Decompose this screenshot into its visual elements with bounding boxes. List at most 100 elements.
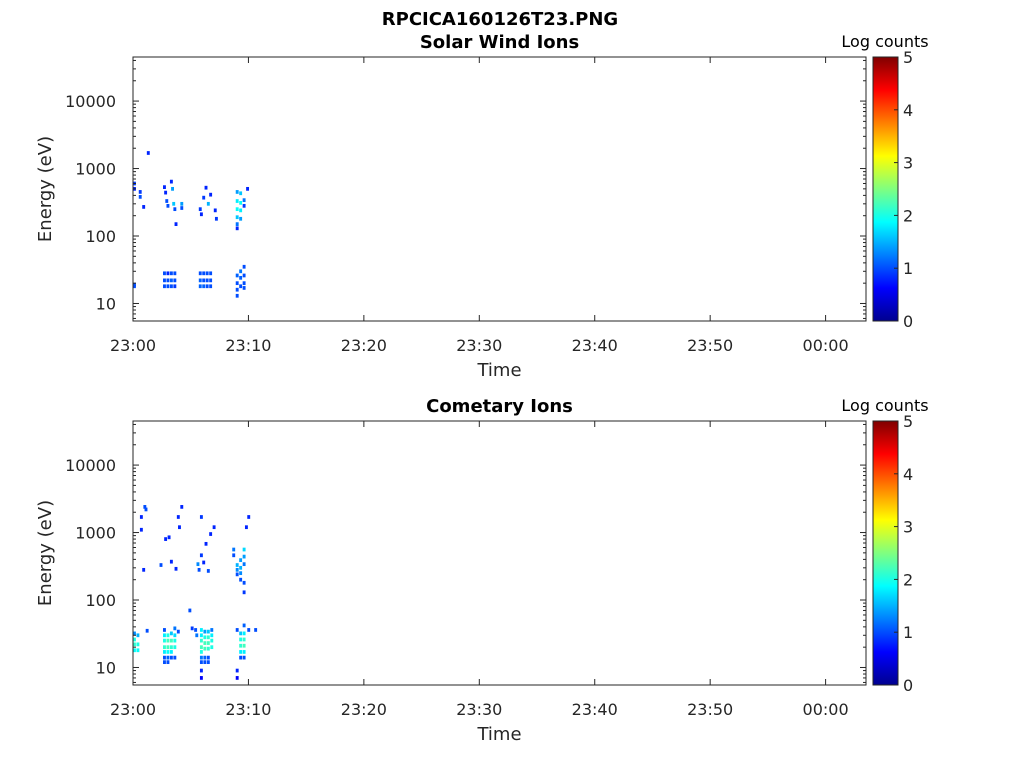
heatmap-cell bbox=[142, 205, 146, 209]
heatmap-cell bbox=[173, 271, 177, 276]
heatmap-cell bbox=[242, 281, 246, 286]
heatmap-cell bbox=[203, 646, 207, 651]
y-tick-label: 10000 bbox=[65, 92, 116, 111]
x-tick-label: 23:00 bbox=[110, 700, 156, 719]
heatmap-cell bbox=[206, 569, 210, 573]
heatmap-cell bbox=[242, 643, 246, 648]
heatmap-cell bbox=[239, 643, 243, 648]
heatmap-cell bbox=[214, 216, 218, 221]
heatmap-cell bbox=[166, 655, 170, 660]
heatmap-cell bbox=[199, 638, 203, 643]
heatmap-cell bbox=[206, 635, 210, 640]
heatmap-cell bbox=[180, 206, 184, 210]
y-axis-label: Energy (eV) bbox=[35, 500, 56, 606]
x-tick-label: 23:00 bbox=[110, 336, 156, 355]
heatmap-cell bbox=[235, 563, 239, 567]
heatmap-cell bbox=[242, 273, 246, 278]
heatmap-cell bbox=[242, 198, 246, 203]
panel-title: Solar Wind Ions bbox=[420, 32, 579, 53]
heatmap-cell bbox=[169, 559, 173, 564]
heatmap-cell bbox=[164, 190, 168, 195]
heatmap-cell bbox=[142, 567, 146, 572]
heatmap-cell bbox=[235, 215, 239, 220]
heatmap-cell bbox=[247, 628, 251, 632]
heatmap-cell bbox=[172, 201, 176, 206]
colorbar bbox=[872, 420, 899, 686]
heatmap-cell bbox=[202, 284, 206, 289]
heatmap-cell bbox=[198, 284, 202, 289]
heatmap-cell bbox=[167, 535, 171, 540]
heatmap-cell bbox=[143, 505, 147, 509]
heatmap-cell bbox=[202, 271, 206, 276]
heatmap-cell bbox=[163, 271, 166, 276]
heatmap-cell bbox=[163, 278, 166, 283]
heatmap-cell bbox=[235, 226, 239, 231]
colorbar-tick-label: 4 bbox=[903, 465, 913, 484]
heatmap-cell bbox=[205, 271, 209, 276]
heatmap-cell bbox=[164, 537, 168, 541]
colorbar-tick-label: 3 bbox=[903, 518, 913, 537]
heatmap-cell bbox=[210, 645, 214, 650]
heatmap-cell bbox=[205, 284, 209, 289]
heatmap-cell bbox=[235, 199, 239, 203]
heatmap-cell bbox=[212, 525, 216, 530]
heatmap-cell bbox=[173, 626, 177, 631]
heatmap-cell bbox=[199, 655, 203, 660]
heatmap-cell bbox=[166, 203, 170, 208]
colorbar-tick-label: 1 bbox=[903, 259, 913, 278]
heatmap-cell bbox=[206, 660, 210, 665]
heatmap-cell bbox=[242, 631, 246, 636]
y-tick-label: 100 bbox=[85, 227, 116, 246]
heatmap-cell bbox=[235, 273, 239, 278]
heatmap-cell bbox=[199, 553, 203, 558]
y-tick-label: 1000 bbox=[75, 524, 116, 543]
heatmap-cell bbox=[133, 637, 136, 642]
heatmap-cell bbox=[133, 631, 136, 636]
heatmap-cell bbox=[242, 562, 246, 567]
y-tick-label: 1000 bbox=[75, 160, 116, 179]
colorbar-tick-label: 2 bbox=[903, 206, 913, 225]
heatmap-cell bbox=[169, 655, 173, 660]
heatmap-cell bbox=[239, 284, 243, 289]
heatmap-cell bbox=[235, 190, 239, 194]
x-axis-label: Time bbox=[476, 360, 521, 381]
heatmap-cell bbox=[163, 185, 166, 190]
x-tick-label: 00:00 bbox=[803, 336, 849, 355]
heatmap-cell bbox=[204, 541, 208, 546]
colorbar-tick-label: 5 bbox=[903, 412, 913, 431]
heatmap-cell bbox=[163, 638, 166, 643]
heatmap-cell bbox=[239, 191, 243, 196]
heatmap-cell bbox=[244, 525, 248, 530]
colorbar-tick-label: 5 bbox=[903, 48, 913, 67]
heatmap-cell bbox=[195, 633, 199, 638]
heatmap-cell bbox=[209, 192, 213, 197]
heatmap-cell bbox=[232, 547, 236, 552]
heatmap-cell bbox=[205, 278, 209, 283]
heatmap-cell bbox=[242, 286, 246, 290]
heatmap-cell bbox=[235, 287, 239, 292]
heatmap-cell bbox=[247, 515, 251, 519]
heatmap-cell bbox=[139, 527, 143, 532]
heatmap-cell bbox=[173, 278, 177, 283]
heatmap-cell bbox=[235, 222, 239, 226]
heatmap-cell bbox=[242, 554, 246, 559]
heatmap-cell bbox=[166, 284, 170, 289]
heatmap-cell bbox=[173, 638, 177, 643]
colorbar bbox=[872, 56, 899, 322]
heatmap-cell bbox=[169, 650, 173, 654]
colorbar-tick-label: 0 bbox=[903, 676, 913, 695]
heatmap-cell bbox=[242, 650, 246, 654]
heatmap-cell bbox=[163, 633, 166, 638]
heatmap-cell bbox=[169, 179, 173, 184]
heatmap-cell bbox=[145, 628, 149, 633]
heatmap-cell bbox=[203, 635, 207, 640]
x-tick-label: 23:30 bbox=[456, 700, 502, 719]
heatmap-cell bbox=[169, 638, 173, 643]
heatmap-cell bbox=[202, 195, 206, 200]
x-tick-label: 23:40 bbox=[572, 336, 618, 355]
heatmap-cell bbox=[235, 293, 239, 298]
heatmap-cell bbox=[199, 628, 203, 632]
heatmap-cell bbox=[206, 655, 210, 660]
heatmap-cell bbox=[235, 572, 239, 577]
